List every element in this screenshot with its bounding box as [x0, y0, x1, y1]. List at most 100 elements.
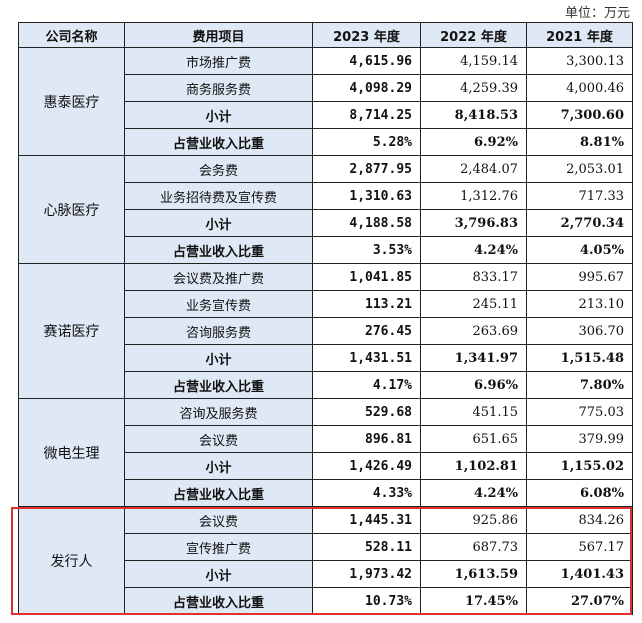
- value-2022: 245.11: [420, 290, 527, 318]
- expense-item: 业务招待费及宣传费: [124, 182, 313, 210]
- table-row: 小计 8,714.25 8,418.53 7,300.60: [19, 101, 633, 129]
- table-row: 小计 1,431.51 1,341.97 1,515.48: [19, 344, 633, 372]
- header-2021: 2021 年度: [526, 22, 633, 48]
- header-item: 费用项目: [124, 22, 313, 48]
- table-row: 商务服务费 4,098.29 4,259.39 4,000.46: [19, 74, 633, 102]
- table-row: 占营业收入比重 5.28% 6.92% 8.81%: [19, 128, 633, 156]
- expense-item: 会务费: [124, 155, 313, 183]
- expense-item: 咨询服务费: [124, 317, 313, 345]
- company-name: 微电生理: [18, 398, 125, 507]
- value-2021: 306.70: [526, 317, 633, 345]
- value-2023: 4,615.96: [312, 47, 421, 75]
- value-2021: 27.07%: [526, 587, 633, 615]
- value-2021: 775.03: [526, 398, 633, 426]
- value-2022: 687.73: [420, 533, 527, 561]
- value-2023: 1,041.85: [312, 263, 421, 291]
- expense-table: 公司名称 费用项目 2023 年度 2022 年度 2021 年度 惠泰医疗 市场…: [18, 22, 633, 615]
- table-row: 赛诺医疗 会议费及推广费 1,041.85 833.17 995.67: [18, 263, 633, 399]
- value-2021: 1,401.43: [526, 560, 633, 588]
- value-2023: 10.73%: [312, 587, 421, 615]
- table-row: 业务招待费及宣传费 1,310.63 1,312.76 717.33: [19, 182, 633, 210]
- table-row: 心脉医疗 会务费 2,877.95 2,484.07 2,053.01: [18, 155, 633, 264]
- table-row: 占营业收入比重 3.53% 4.24% 4.05%: [19, 236, 633, 264]
- value-2021: 995.67: [526, 263, 633, 291]
- table-row: 微电生理 咨询及服务费 529.68 451.15 775.03: [18, 398, 633, 507]
- value-2022: 17.45%: [420, 587, 527, 615]
- table-row: 小计 4,188.58 3,796.83 2,770.34: [19, 209, 633, 237]
- expense-item: 会议费: [124, 425, 313, 453]
- value-2023: 2,877.95: [312, 155, 421, 183]
- table-row: 占营业收入比重 10.73% 17.45% 27.07%: [19, 587, 633, 615]
- value-2021: 3,300.13: [526, 47, 633, 75]
- value-2022: 8,418.53: [420, 101, 527, 129]
- expense-item: 咨询及服务费: [124, 398, 313, 426]
- unit-label: 单位：万元: [564, 6, 630, 21]
- value-2021: 717.33: [526, 182, 633, 210]
- expense-item: 占营业收入比重: [124, 128, 313, 156]
- value-2022: 651.65: [420, 425, 527, 453]
- value-2022: 925.86: [420, 506, 527, 534]
- header-2023: 2023 年度: [312, 22, 421, 48]
- value-2023: 4,098.29: [312, 74, 421, 102]
- value-2022: 263.69: [420, 317, 527, 345]
- expense-item: 宣传推广费: [124, 533, 313, 561]
- value-2022: 6.92%: [420, 128, 527, 156]
- expense-item: 会议费及推广费: [124, 263, 313, 291]
- value-2021: 6.08%: [526, 479, 633, 507]
- value-2022: 3,796.83: [420, 209, 527, 237]
- company-name: 心脉医疗: [18, 155, 125, 264]
- value-2023: 1,431.51: [312, 344, 421, 372]
- value-2022: 6.96%: [420, 371, 527, 399]
- value-2023: 5.28%: [312, 128, 421, 156]
- value-2022: 4,159.14: [420, 47, 527, 75]
- value-2023: 4.33%: [312, 479, 421, 507]
- value-2021: 213.10: [526, 290, 633, 318]
- value-2022: 2,484.07: [420, 155, 527, 183]
- expense-item: 业务宣传费: [124, 290, 313, 318]
- value-2023: 1,426.49: [312, 452, 421, 480]
- value-2022: 1,341.97: [420, 344, 527, 372]
- value-2022: 1,613.59: [420, 560, 527, 588]
- value-2021: 2,053.01: [526, 155, 633, 183]
- value-2021: 4,000.46: [526, 74, 633, 102]
- expense-item: 小计: [124, 560, 313, 588]
- value-2023: 1,310.63: [312, 182, 421, 210]
- value-2021: 1,515.48: [526, 344, 633, 372]
- expense-item: 占营业收入比重: [124, 371, 313, 399]
- value-2021: 8.81%: [526, 128, 633, 156]
- value-2021: 379.99: [526, 425, 633, 453]
- value-2023: 4,188.58: [312, 209, 421, 237]
- value-2022: 1,312.76: [420, 182, 527, 210]
- value-2023: 4.17%: [312, 371, 421, 399]
- value-2023: 528.11: [312, 533, 421, 561]
- value-2022: 451.15: [420, 398, 527, 426]
- expense-item: 占营业收入比重: [124, 479, 313, 507]
- expense-item: 占营业收入比重: [124, 236, 313, 264]
- expense-item: 小计: [124, 209, 313, 237]
- value-2022: 1,102.81: [420, 452, 527, 480]
- value-2023: 3.53%: [312, 236, 421, 264]
- value-2021: 2,770.34: [526, 209, 633, 237]
- value-2022: 4.24%: [420, 236, 527, 264]
- value-2021: 567.17: [526, 533, 633, 561]
- value-2022: 4,259.39: [420, 74, 527, 102]
- value-2021: 1,155.02: [526, 452, 633, 480]
- expense-item: 商务服务费: [124, 74, 313, 102]
- expense-item: 市场推广费: [124, 47, 313, 75]
- value-2023: 8,714.25: [312, 101, 421, 129]
- header-company: 公司名称: [18, 22, 125, 48]
- value-2021: 834.26: [526, 506, 633, 534]
- expense-item: 小计: [124, 344, 313, 372]
- table-row: 发行人 会议费 1,445.31 925.86 834.26: [18, 506, 633, 615]
- value-2021: 4.05%: [526, 236, 633, 264]
- value-2023: 276.45: [312, 317, 421, 345]
- value-2021: 7.80%: [526, 371, 633, 399]
- value-2021: 7,300.60: [526, 101, 633, 129]
- table-row: 惠泰医疗 市场推广费 4,615.96 4,159.14 3,300.13: [18, 47, 633, 156]
- value-2023: 529.68: [312, 398, 421, 426]
- company-name: 发行人: [18, 506, 125, 615]
- expense-item: 小计: [124, 101, 313, 129]
- value-2023: 896.81: [312, 425, 421, 453]
- table-row: 小计 1,426.49 1,102.81 1,155.02: [19, 452, 633, 480]
- expense-item: 占营业收入比重: [124, 587, 313, 615]
